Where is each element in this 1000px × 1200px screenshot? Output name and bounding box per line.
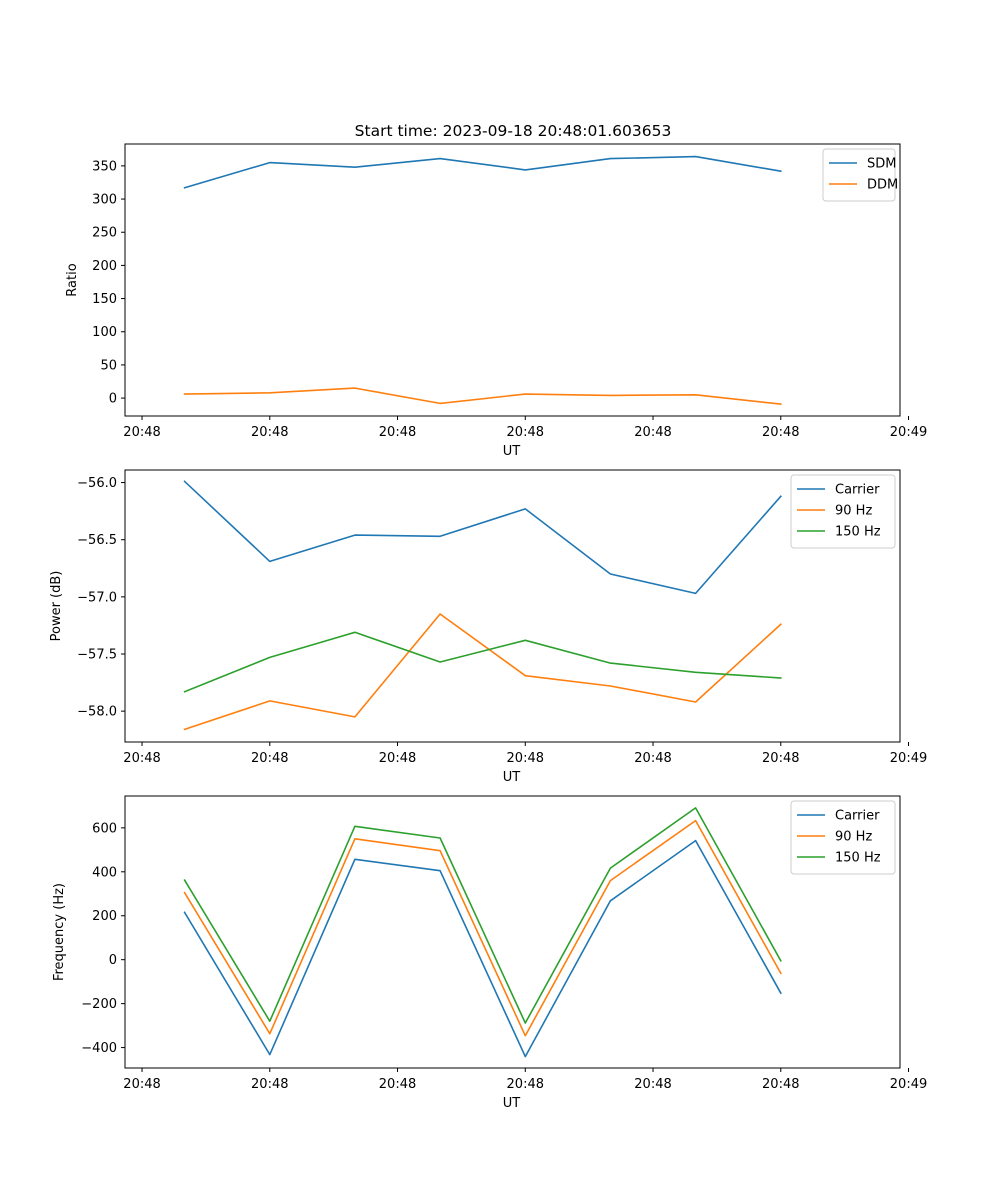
x-tick-label: 20:48 [251,751,288,766]
y-tick-label: 0 [109,392,117,407]
y-axis-label: Frequency (Hz) [52,883,67,981]
x-tick-label: 20:48 [507,425,544,440]
y-tick-label: 150 [92,292,117,307]
legend-entry: 150 Hz [835,525,881,540]
legend-entry: 150 Hz [835,851,881,866]
y-tick-label: 200 [92,909,117,924]
legend-box [790,474,896,549]
y-tick-label: 0 [109,953,117,968]
y-tick-label: −200 [81,997,117,1012]
x-axis-label: UT [503,1096,521,1111]
y-tick-label: 300 [92,193,117,208]
legend-entry: SDM [867,157,896,172]
legend-entry: 90 Hz [835,504,872,519]
x-tick-label: 20:48 [762,751,799,766]
x-tick-label: 20:49 [890,751,927,766]
y-axis-label: Ratio [65,263,80,296]
x-tick-label: 20:49 [890,1077,927,1092]
legend-entry: DDM [867,178,898,193]
y-tick-label: −58.0 [77,705,117,720]
legend: Carrier 90 Hz 150 Hz [790,474,896,549]
legend: SDM DDM [822,148,898,202]
y-tick-label: 250 [92,226,117,241]
legend-box [790,800,896,875]
series-line-carrier [183,480,782,595]
x-axis-label: UT [503,444,521,459]
legend-entry: 90 Hz [835,830,872,845]
x-tick-label: 20:48 [123,751,160,766]
x-tick-label: 20:48 [634,751,671,766]
x-tick-label: 20:48 [123,1077,160,1092]
x-tick-label: 20:48 [634,425,671,440]
y-tick-label: −56.0 [77,476,117,491]
y-tick-label: 50 [100,358,117,373]
series-line-sdm [183,155,782,189]
legend: Carrier 90 Hz 150 Hz [790,800,896,875]
series-line-ddm [183,387,782,405]
x-tick-label: 20:48 [379,1077,416,1092]
y-tick-label: 350 [92,159,117,174]
y-tick-label: 200 [92,259,117,274]
y-axis-label: Power (dB) [49,571,64,642]
legend-entry: Carrier [835,483,880,498]
y-tick-label: −56.5 [77,533,117,548]
x-tick-label: 20:48 [762,425,799,440]
series-line-150-hz [183,631,782,693]
series-line-90-hz [183,819,782,1037]
y-tick-label: −57.0 [77,590,117,605]
axes-frame [124,143,901,417]
x-tick-label: 20:48 [251,1077,288,1092]
x-tick-label: 20:49 [890,425,927,440]
series-line-carrier [183,839,782,1058]
axes-frame [124,795,901,1069]
x-tick-label: 20:48 [507,751,544,766]
x-tick-label: 20:48 [251,425,288,440]
x-axis-label: UT [503,770,521,785]
x-tick-label: 20:48 [762,1077,799,1092]
chart-panel-3: 20:48 20:48 20:48 20:48 20:48 20:48 20:49 −400 −… [52,795,927,1111]
series-line-90-hz [183,613,782,731]
x-tick-label: 20:48 [634,1077,671,1092]
axes-frame [124,469,901,743]
y-tick-label: −57.5 [77,648,117,663]
legend-box [822,148,896,202]
series-line-150-hz [183,807,782,1024]
x-tick-label: 20:48 [507,1077,544,1092]
chart-panel-2: 20:48 20:48 20:48 20:48 20:48 20:48 20:49 −58.0… [49,469,927,785]
x-tick-label: 20:48 [379,425,416,440]
x-tick-label: 20:48 [123,425,160,440]
y-tick-label: 100 [92,325,117,340]
y-tick-label: −400 [81,1041,117,1056]
y-tick-label: 400 [92,865,117,880]
chart-panel-1: 20:48 20:48 20:48 20:48 20:48 20:48 20:49 0 50 10… [65,143,927,459]
legend-entry: Carrier [835,809,880,824]
y-tick-label: 600 [92,821,117,836]
x-tick-label: 20:48 [379,751,416,766]
figure-title: Start time: 2023-09-18 20:48:01.603653 [355,122,672,140]
